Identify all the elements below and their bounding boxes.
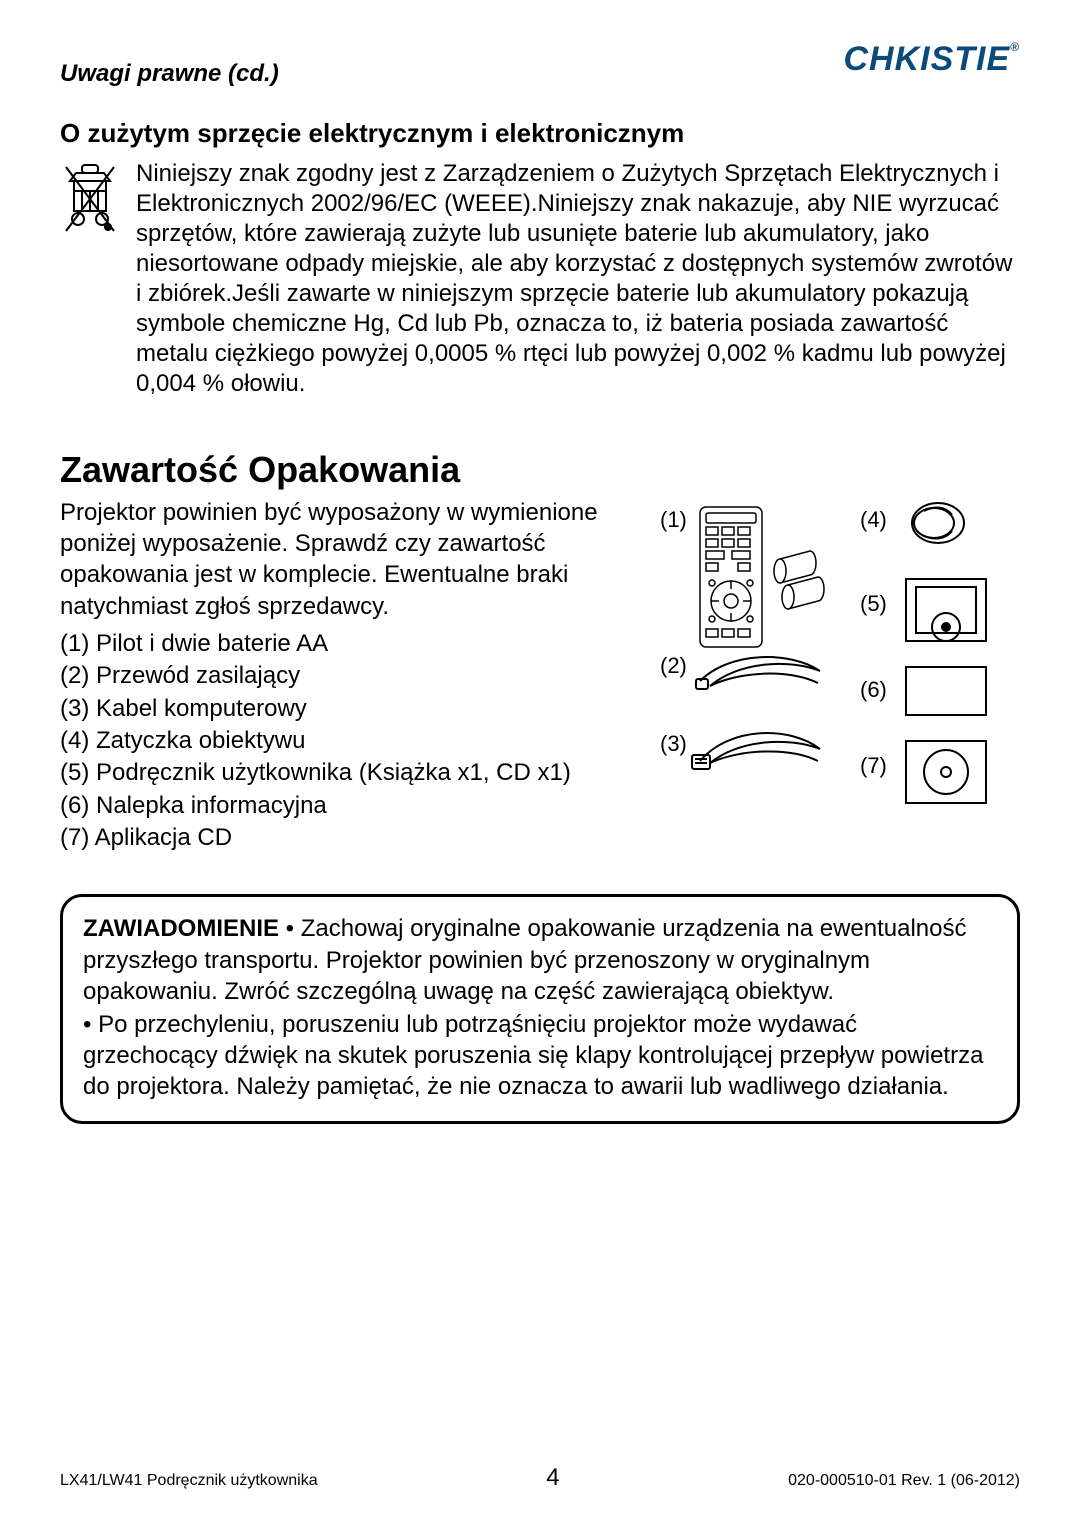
contents-row: Projektor powinien być wyposażony w wymi… bbox=[60, 497, 1020, 854]
notice-title: ZAWIADOMIENIE bbox=[83, 915, 279, 942]
weee-row: Niniejszy znak zgodny jest z Zarządzenie… bbox=[60, 159, 1020, 399]
illus-label-3: (3) bbox=[660, 731, 687, 756]
registered-mark: ® bbox=[1010, 40, 1020, 54]
list-item: (4) Zatyczka obiektywu bbox=[60, 725, 630, 757]
page-footer: LX41/LW41 Podręcznik użytkownika 4 020-0… bbox=[60, 1464, 1020, 1492]
contents-illustration: (1) (2) (3) (4) (5) (6) (7) bbox=[640, 501, 1020, 854]
footer-right: 020-000510-01 Rev. 1 (06-2012) bbox=[788, 1472, 1020, 1490]
illus-label-7: (7) bbox=[860, 753, 887, 778]
contents-list: (1) Pilot i dwie baterie AA (2) Przewód … bbox=[60, 628, 630, 855]
brand-logo: CHKISTIE® bbox=[843, 40, 1020, 79]
list-item: (3) Kabel komputerowy bbox=[60, 693, 630, 725]
contents-intro: Projektor powinien być wyposażony w wymi… bbox=[60, 497, 630, 622]
list-item: (1) Pilot i dwie baterie AA bbox=[60, 628, 630, 660]
weee-icon bbox=[60, 159, 120, 244]
illus-label-5: (5) bbox=[860, 591, 887, 616]
footer-page-number: 4 bbox=[546, 1464, 559, 1492]
illus-label-6: (6) bbox=[860, 677, 887, 702]
package-contents-heading: Zawartość Opakowania bbox=[60, 449, 1020, 491]
illus-label-1: (1) bbox=[660, 507, 687, 532]
contents-text-col: Projektor powinien być wyposażony w wymi… bbox=[60, 497, 630, 854]
list-item: (6) Nalepka informacyjna bbox=[60, 790, 630, 822]
notice-box: ZAWIADOMIENIE • Zachowaj oryginalne opak… bbox=[60, 894, 1020, 1123]
list-item: (2) Przewód zasilający bbox=[60, 660, 630, 692]
illus-label-4: (4) bbox=[860, 507, 887, 532]
logo-text: CHKISTIE bbox=[843, 40, 1010, 78]
illus-label-2: (2) bbox=[660, 653, 687, 678]
footer-left: LX41/LW41 Podręcznik użytkownika bbox=[60, 1472, 318, 1490]
document-page: CHKISTIE® Uwagi prawne (cd.) O zużytym s… bbox=[0, 0, 1080, 1532]
weee-heading: O zużytym sprzęcie elektrycznym i elektr… bbox=[60, 118, 1020, 149]
list-item: (5) Podręcznik użytkownika (Książka x1, … bbox=[60, 757, 630, 789]
weee-body: Niniejszy znak zgodny jest z Zarządzenie… bbox=[136, 159, 1020, 399]
list-item: (7) Aplikacja CD bbox=[60, 822, 630, 854]
notice-p2: • Po przechyleniu, poruszeniu lub potrzą… bbox=[83, 1009, 997, 1103]
